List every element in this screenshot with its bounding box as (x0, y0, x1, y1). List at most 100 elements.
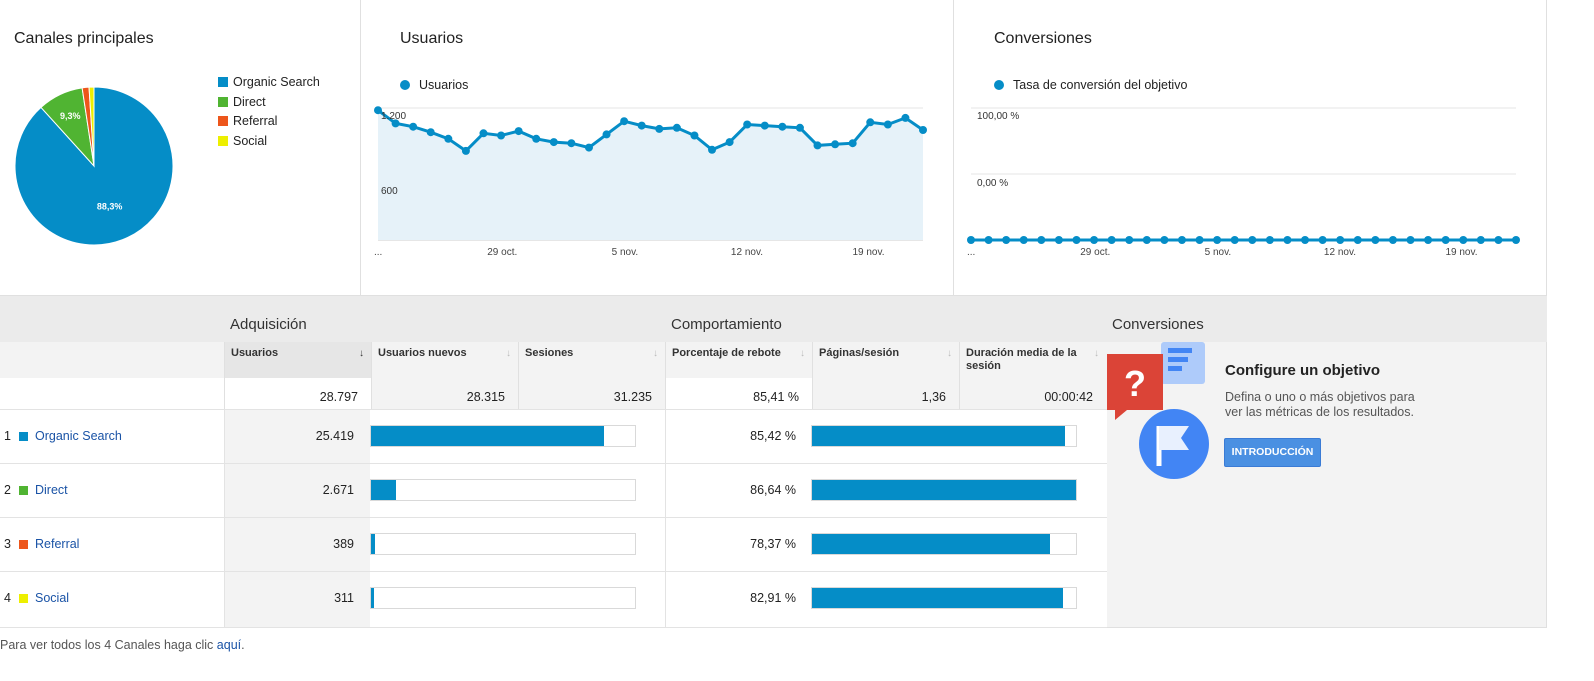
data-point[interactable] (725, 138, 734, 147)
data-point[interactable] (743, 120, 752, 129)
conversions-legend[interactable]: Tasa de conversión del objetivo (994, 78, 1187, 92)
data-point[interactable] (795, 123, 804, 132)
data-point[interactable] (1019, 236, 1028, 244)
col-sesiones[interactable]: Sesiones ↓ (518, 342, 666, 378)
table-row[interactable]: 1 Organic Search (4, 429, 122, 443)
data-point[interactable] (883, 120, 892, 129)
data-point[interactable] (831, 140, 840, 149)
data-point[interactable] (1318, 236, 1327, 244)
data-point[interactable] (1283, 236, 1292, 244)
data-point[interactable] (1213, 236, 1222, 244)
data-point[interactable] (1353, 236, 1362, 244)
goal-title: Configure un objetivo (1225, 362, 1380, 379)
data-point[interactable] (1160, 236, 1169, 244)
legend-direct[interactable]: Direct (218, 95, 266, 109)
bounce-bar (811, 479, 1077, 501)
data-point[interactable] (1459, 236, 1468, 244)
data-point[interactable] (374, 106, 382, 115)
col-paginas[interactable]: Páginas/sesión ↓ (812, 342, 960, 378)
data-point[interactable] (602, 130, 611, 139)
data-point[interactable] (1476, 236, 1485, 244)
col-rebote[interactable]: Porcentaje de rebote ↓ (665, 342, 813, 378)
row-channel-link[interactable]: Social (35, 591, 70, 605)
data-point[interactable] (655, 124, 664, 133)
data-point[interactable] (984, 236, 993, 244)
pie-slice-social[interactable] (88, 86, 95, 167)
table-row[interactable]: 2 Direct (4, 483, 68, 497)
data-point[interactable] (514, 127, 523, 136)
channels-pie-chart: 88,3% 9,3% (14, 86, 174, 246)
data-point[interactable] (1177, 236, 1186, 244)
data-point[interactable] (1054, 236, 1063, 244)
data-point[interactable] (813, 141, 822, 150)
data-point[interactable] (1125, 236, 1134, 244)
data-point[interactable] (672, 123, 681, 132)
data-point[interactable] (1230, 236, 1239, 244)
data-point[interactable] (848, 139, 857, 148)
data-point[interactable] (444, 134, 453, 143)
bounce-bar (811, 587, 1077, 609)
data-point[interactable] (637, 121, 646, 130)
data-point[interactable] (1424, 236, 1433, 244)
data-point[interactable] (1090, 236, 1099, 244)
data-point[interactable] (760, 121, 769, 130)
table-row[interactable]: 3 Referral (4, 537, 79, 551)
svg-text:?: ? (1124, 363, 1146, 404)
legend-social[interactable]: Social (218, 134, 267, 148)
introduccion-button[interactable]: INTRODUCCIÓN (1224, 438, 1321, 467)
row-index: 4 (4, 591, 11, 605)
data-point[interactable] (1388, 236, 1397, 244)
data-point[interactable] (549, 138, 558, 147)
data-point[interactable] (708, 145, 717, 154)
col-duracion[interactable]: Duración media de la sesión ↓ (959, 342, 1107, 378)
col-usuarios-label: Usuarios (231, 347, 279, 359)
data-point[interactable] (866, 118, 875, 127)
data-point[interactable] (778, 122, 787, 131)
row-channel-link[interactable]: Direct (35, 483, 68, 497)
data-point[interactable] (901, 113, 910, 122)
total-blank (0, 378, 225, 410)
data-point[interactable] (690, 131, 699, 140)
data-point[interactable] (1301, 236, 1310, 244)
data-point[interactable] (391, 119, 400, 128)
y-tick-label: 100,00 % (977, 111, 1019, 122)
data-point[interactable] (919, 126, 927, 134)
data-point[interactable] (1336, 236, 1345, 244)
data-point[interactable] (567, 139, 576, 148)
row-channel-link[interactable]: Referral (35, 537, 80, 551)
data-point[interactable] (967, 236, 975, 244)
data-point[interactable] (1371, 236, 1380, 244)
users-share-fill (371, 588, 374, 608)
data-point[interactable] (620, 117, 629, 126)
row-channel-link[interactable]: Organic Search (35, 429, 122, 443)
x-tick-label: 5 nov. (612, 247, 639, 258)
view-all-link[interactable]: aquí (216, 638, 242, 652)
series-dot (400, 80, 410, 90)
data-point[interactable] (1494, 236, 1503, 244)
legend-referral[interactable]: Referral (218, 114, 277, 128)
data-point[interactable] (1142, 236, 1151, 244)
data-point[interactable] (1037, 236, 1046, 244)
data-point[interactable] (497, 131, 506, 140)
col-usuarios[interactable]: Usuarios ↓ (224, 342, 372, 378)
data-point[interactable] (532, 134, 541, 143)
data-point[interactable] (1406, 236, 1415, 244)
col-usuarios-nuevos[interactable]: Usuarios nuevos ↓ (371, 342, 519, 378)
data-point[interactable] (584, 143, 593, 152)
data-point[interactable] (1512, 236, 1520, 244)
data-point[interactable] (1248, 236, 1257, 244)
data-point[interactable] (1107, 236, 1116, 244)
data-point[interactable] (409, 122, 418, 131)
data-point[interactable] (1072, 236, 1081, 244)
data-point[interactable] (479, 129, 488, 138)
data-point[interactable] (1195, 236, 1204, 244)
table-row[interactable]: 4 Social (4, 591, 69, 605)
data-point[interactable] (426, 128, 435, 137)
data-point[interactable] (461, 146, 470, 155)
legend-organic[interactable]: Organic Search (218, 75, 320, 89)
conversions-group-header: Conversiones (1107, 296, 1547, 342)
data-point[interactable] (1265, 236, 1274, 244)
data-point[interactable] (1441, 236, 1450, 244)
data-point[interactable] (1002, 236, 1011, 244)
users-legend[interactable]: Usuarios (400, 78, 468, 92)
